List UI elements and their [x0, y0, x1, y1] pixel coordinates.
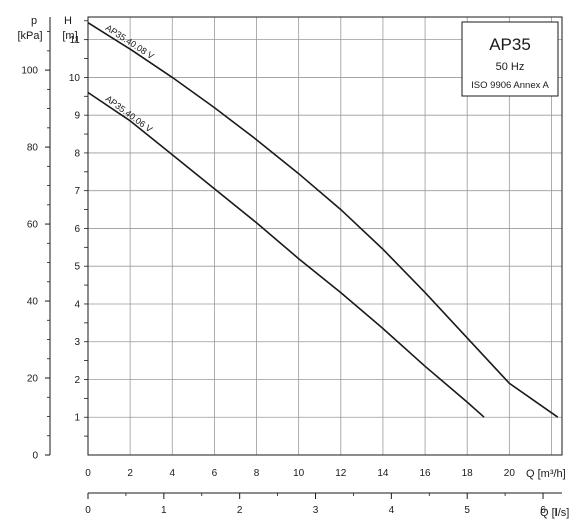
- h-axis: 1 2 3 4 5 6 7 8 9 10 11: [69, 20, 88, 437]
- kpa-tick-label: 80: [27, 143, 39, 154]
- x-axis-ls: 0 1 2 3 4 5 6: [85, 492, 562, 516]
- h-tick-label: 4: [74, 299, 80, 310]
- kpa-tick-label: 100: [21, 66, 38, 77]
- h-axis-unit: [m]: [62, 30, 77, 42]
- ls-tick-label: 3: [313, 505, 319, 516]
- x-tick-label: 0: [85, 468, 91, 479]
- plot-frame: [87, 16, 563, 456]
- x-axis-title-m3h: Q [m³/h]: [526, 468, 566, 480]
- ls-tick-label: 2: [237, 505, 243, 516]
- x-axis-title-ls-unit: l: [555, 507, 558, 519]
- x-tick-label: 4: [169, 468, 175, 479]
- h-tick-label: 3: [74, 337, 80, 348]
- curves: [87, 22, 559, 418]
- kpa-tick-label: 20: [27, 374, 39, 385]
- ls-tick-label: 1: [161, 505, 167, 516]
- curve-label: AP35.40.06 V: [104, 93, 155, 134]
- h-tick-label: 5: [74, 262, 80, 273]
- chart-standard: ISO 9906 Annex A: [471, 80, 549, 91]
- kpa-tick-label: 60: [27, 220, 39, 231]
- kpa-tick-label: 0: [32, 451, 38, 462]
- p-axis-unit: [kPa]: [17, 30, 42, 42]
- chart-frequency: 50 Hz: [496, 61, 525, 73]
- chart-title: AP35: [489, 35, 531, 54]
- x-tick-label: 20: [504, 468, 516, 479]
- h-tick-label: 7: [74, 186, 80, 197]
- x-axis-title-ls: Q [l/s]: [540, 507, 569, 519]
- ls-tick-label: 6: [540, 505, 546, 516]
- h-tick-label: 6: [74, 224, 80, 235]
- kpa-axis: 0 20 40 60 80 100: [21, 17, 51, 462]
- title-box: AP35 50 Hz ISO 9906 Annex A: [461, 21, 559, 97]
- x-tick-label: 18: [462, 468, 474, 479]
- kpa-tick-label: 40: [27, 297, 39, 308]
- ls-tick-label: 5: [464, 505, 470, 516]
- h-axis-symbol: H: [64, 15, 72, 27]
- x-tick-label: 2: [127, 468, 133, 479]
- x-axis-title-ls-suffix: /s]: [558, 507, 570, 519]
- x-axis-m3h: 0 2 4 6 8 10 12 14 16 18 20: [85, 468, 515, 479]
- h-tick-label: 8: [74, 148, 80, 159]
- x-tick-label: 6: [212, 468, 218, 479]
- curve-ap35-40-06-v: [87, 91, 485, 418]
- x-tick-label: 10: [293, 468, 305, 479]
- x-tick-label: 8: [254, 468, 260, 479]
- h-tick-label: 9: [74, 111, 80, 122]
- x-axis-title-ls-prefix: Q [: [540, 507, 555, 519]
- p-axis-symbol: p: [31, 15, 37, 27]
- x-tick-label: 16: [420, 468, 432, 479]
- ls-tick-label: 0: [85, 505, 91, 516]
- ls-tick-label: 4: [389, 505, 395, 516]
- h-tick-label: 2: [74, 375, 80, 386]
- x-tick-label: 12: [335, 468, 347, 479]
- title-box-frame: [461, 21, 559, 97]
- curve-ap35-40-08-v: [87, 22, 559, 418]
- h-tick-label: 10: [69, 73, 81, 84]
- x-tick-label: 14: [377, 468, 389, 479]
- h-tick-label: 1: [74, 413, 80, 424]
- h-tick-label: 11: [70, 35, 81, 46]
